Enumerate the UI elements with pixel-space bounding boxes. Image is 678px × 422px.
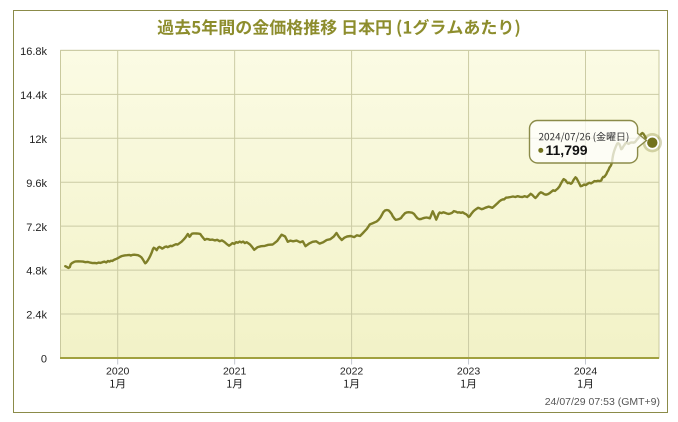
svg-text:2020: 2020 [106, 366, 130, 378]
svg-text:2021: 2021 [223, 366, 247, 378]
svg-text:0: 0 [41, 354, 47, 366]
svg-text:16.8k: 16.8k [20, 46, 47, 58]
svg-text:9.6k: 9.6k [26, 178, 47, 190]
svg-text:11,799: 11,799 [546, 142, 588, 158]
svg-text:7.2k: 7.2k [26, 222, 47, 234]
svg-text:2024: 2024 [574, 366, 598, 378]
svg-text:2023: 2023 [457, 366, 481, 378]
svg-text:14.4k: 14.4k [20, 90, 47, 102]
svg-text:24/07/29 07:53 (GMT+9): 24/07/29 07:53 (GMT+9) [545, 396, 660, 408]
svg-text:2022: 2022 [340, 366, 364, 378]
svg-text:12k: 12k [29, 134, 47, 146]
svg-text:2.4k: 2.4k [26, 310, 47, 322]
svg-text:4.8k: 4.8k [26, 266, 47, 278]
